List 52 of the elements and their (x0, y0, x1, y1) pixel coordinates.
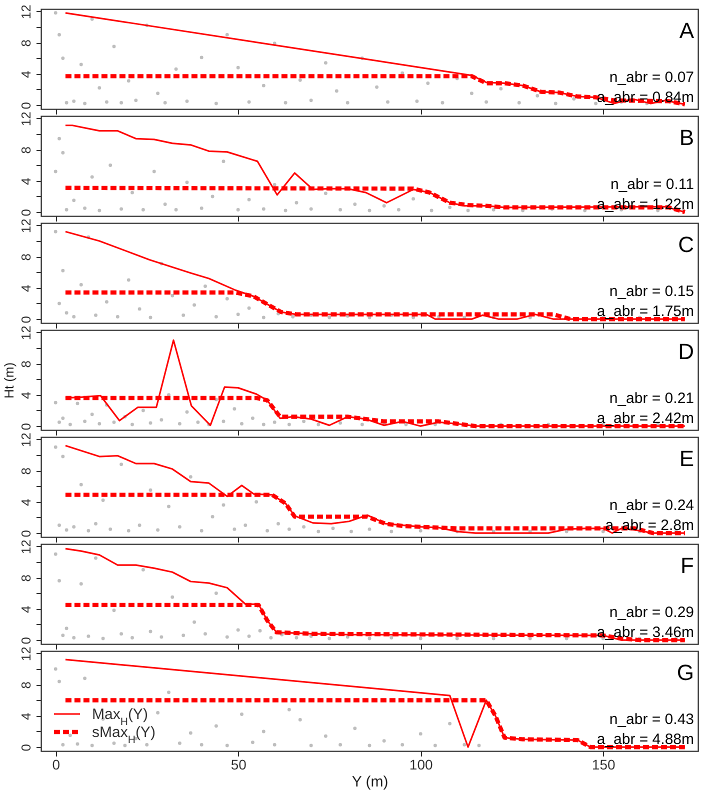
y-tick-label: 4 (18, 70, 34, 78)
annotation: B (679, 125, 694, 150)
annotation: a_abr = 1.75m (596, 303, 694, 320)
annotation: n_abr = 0.15 (609, 283, 694, 300)
y-tick-label: 12 (18, 4, 34, 20)
annotation: n_abr = 0.43 (609, 711, 694, 728)
x-tick-label: 50 (230, 756, 247, 772)
y-tick-label: 8 (18, 467, 34, 475)
x-axis-title: Y (m) (352, 774, 388, 790)
y-tick-label: 8 (18, 146, 34, 154)
x-tick-label: 100 (409, 756, 433, 772)
y-tick-label: 4 (18, 284, 34, 292)
annotation: C (678, 232, 694, 257)
y-tick-label: 12 (18, 112, 34, 126)
y-tick-label: 8 (18, 39, 34, 47)
annotation: n_abr = 0.11 (610, 176, 694, 193)
y-tick-label: 8 (18, 681, 34, 689)
annotation: A (679, 18, 694, 43)
y-tick-label: 12 (18, 646, 34, 662)
annotation: n_abr = 0.21 (609, 390, 694, 407)
y-tick-label: 4 (18, 392, 34, 399)
y-axis-title: Ht (m) (2, 362, 16, 399)
legend-label: sMax$_{H}$(Y) (92, 724, 156, 746)
annotation: E (679, 446, 694, 471)
annotation: D (678, 339, 694, 364)
y-tick-label: 8 (18, 253, 34, 261)
annotation: a_abr = 2.42m (596, 410, 694, 427)
y-tick-label: 0 (18, 636, 34, 644)
y-tick-label: 0 (18, 316, 34, 324)
annotation: n_abr = 0.24 (609, 497, 694, 514)
y-tick-label: 0 (18, 208, 34, 216)
y-tick-label: 4 (18, 178, 34, 185)
y-tick-label: 0 (18, 744, 34, 752)
y-tick-label: 8 (18, 574, 34, 582)
y-tick-label: 0 (18, 530, 34, 538)
y-tick-label: 4 (18, 606, 34, 613)
y-tick-label: 8 (18, 360, 34, 368)
y-tick-label: 4 (18, 498, 34, 506)
y-tick-label: 0 (18, 422, 34, 430)
y-tick-label: 12 (18, 326, 34, 340)
annotation: G (676, 660, 694, 685)
y-tick-label: 12 (18, 540, 34, 554)
annotation: n_abr = 0.29 (609, 604, 694, 621)
annotation: F (680, 553, 694, 578)
y-tick-label: 0 (18, 102, 34, 110)
y-tick-label: 12 (18, 432, 34, 448)
x-tick-label: 150 (592, 756, 616, 772)
y-tick-label: 12 (18, 218, 34, 234)
y-tick-label: 4 (18, 712, 34, 720)
annotation: n_abr = 0.07 (609, 69, 694, 86)
x-tick-label: 0 (52, 756, 60, 772)
annotation: a_abr = 4.88m (596, 731, 694, 748)
